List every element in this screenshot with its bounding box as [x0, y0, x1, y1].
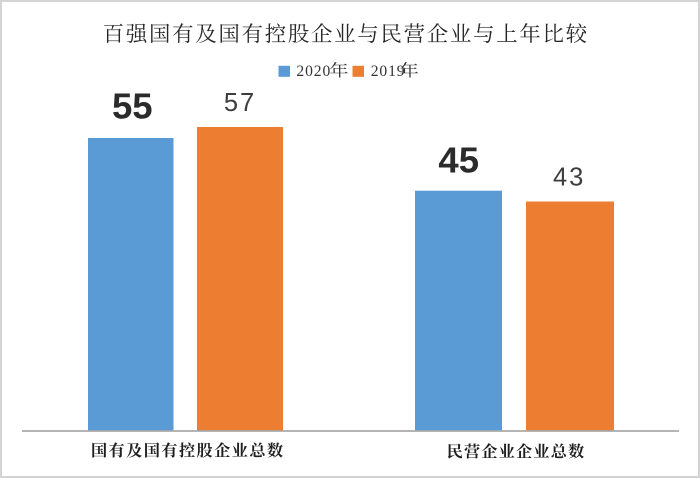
- svg-text:2020: 2020: [296, 63, 331, 80]
- svg-text:45: 45: [438, 139, 479, 180]
- svg-text:2019: 2019: [371, 63, 406, 80]
- svg-text:55: 55: [112, 86, 153, 127]
- svg-text:57: 57: [224, 89, 256, 117]
- svg-text:43: 43: [553, 163, 585, 191]
